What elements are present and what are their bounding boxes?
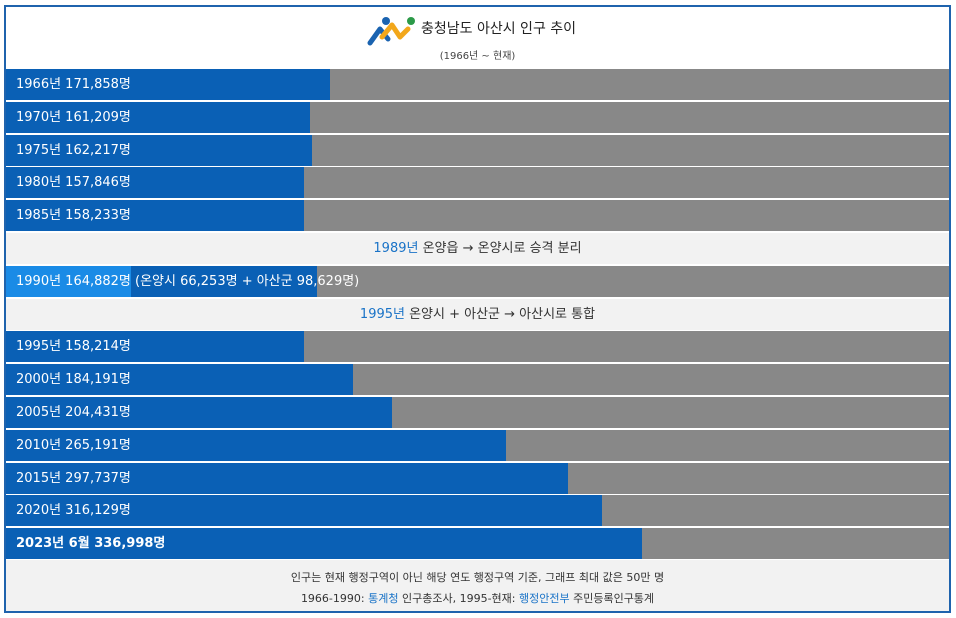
asan-city-logo-icon: [367, 17, 415, 46]
bar-row: 2000년 184,191명: [6, 364, 949, 396]
footer-sources: 1966-1990: 통계청 인구총조사, 1995-현재: 행정안전부 주민등…: [6, 590, 949, 606]
bar-row: 1995년 158,214명: [6, 331, 949, 363]
bar-label: 1970년 161,209명: [16, 109, 131, 125]
bar: [6, 134, 312, 166]
bar-label: 1990년 164,882명 (온양시 66,253명 + 아산군 98,629…: [16, 273, 360, 289]
bar: [6, 331, 305, 363]
bar-onyang-city: [6, 265, 131, 297]
footer-note: 인구는 현재 행정구역이 아닌 해당 연도 행정구역 기준, 그래프 최대 값은…: [290, 571, 665, 584]
bar-row: 1970년 161,209명: [6, 101, 949, 133]
bar-row: 1966년 171,858명: [6, 69, 949, 100]
bar: [6, 167, 304, 199]
note-year: 1995년: [359, 306, 405, 322]
chart-header: 충청남도 아산시 인구 추이 (1966년 ~ 현재): [6, 7, 949, 69]
bar-row: 2015년 297,737명: [6, 462, 949, 494]
bar-row: 1975년 162,217명: [6, 134, 949, 166]
note-text: 온양읍 → 온양시로 승격 분리: [418, 241, 582, 256]
bar-label: 2023년 6월 336,998명: [16, 536, 166, 552]
bar-label: 2000년 184,191명: [16, 372, 131, 388]
bar-row: 1990년 164,882명 (온양시 66,253명 + 아산군 98,629…: [6, 265, 949, 297]
bar-label: 2010년 265,191명: [16, 437, 131, 453]
note-row: 1995년 온양시 + 아산군 → 아산시로 통합: [6, 298, 949, 330]
note-text: 온양시 + 아산군 → 아산시로 통합: [404, 306, 596, 322]
bar-row: 2023년 6월 336,998명: [6, 528, 949, 560]
bar: [6, 101, 311, 133]
bar-row: 2005년 204,431명: [6, 397, 949, 428]
bar: [6, 495, 603, 527]
bar: [6, 429, 507, 461]
note-row: 1989년 온양읍 → 온양시로 승격 분리: [6, 233, 949, 264]
ministry-interior-link[interactable]: 행정안전부: [518, 592, 570, 605]
bar-label: 1975년 162,217명: [16, 142, 131, 158]
bar: [6, 200, 305, 232]
chart-subtitle: (1966년 ~ 현재): [439, 51, 516, 62]
footer-text: 1966-1990:: [300, 592, 369, 605]
bar-row: 2020년 316,129명: [6, 495, 949, 527]
bar: [6, 528, 642, 560]
bar: [6, 69, 331, 100]
bar: [6, 462, 568, 494]
footer-text: 주민등록인구통계: [569, 592, 655, 605]
note-year: 1989년: [373, 241, 419, 256]
bar-label: 2005년 204,431명: [16, 405, 131, 420]
bar-label: 1966년 171,858명: [16, 77, 131, 92]
bar-label: 1980년 157,846명: [16, 175, 131, 191]
bar-label: 1995년 158,214명: [16, 339, 131, 355]
footer-text: 인구총조사, 1995-현재:: [398, 592, 519, 605]
statistics-korea-link[interactable]: 통계청: [368, 592, 399, 605]
bar: [6, 364, 354, 396]
chart-title: 충청남도 아산시 인구 추이: [421, 21, 577, 37]
bar-label: 2015년 297,737명: [16, 470, 131, 486]
bar-label: 1985년 158,233명: [16, 208, 131, 224]
bar-asan-county: [130, 265, 317, 297]
bar-row: 1985년 158,233명: [6, 200, 949, 232]
population-chart-panel: 충청남도 아산시 인구 추이 (1966년 ~ 현재) 1966년 171,85…: [4, 5, 951, 613]
bar-label: 2020년 316,129명: [16, 503, 131, 519]
chart-footer: 인구는 현재 행정구역이 아닌 해당 연도 행정구역 기준, 그래프 최대 값은…: [6, 560, 949, 611]
bar-row: 2010년 265,191명: [6, 429, 949, 461]
bar: [6, 397, 392, 428]
bar-row: 1980년 157,846명: [6, 167, 949, 199]
